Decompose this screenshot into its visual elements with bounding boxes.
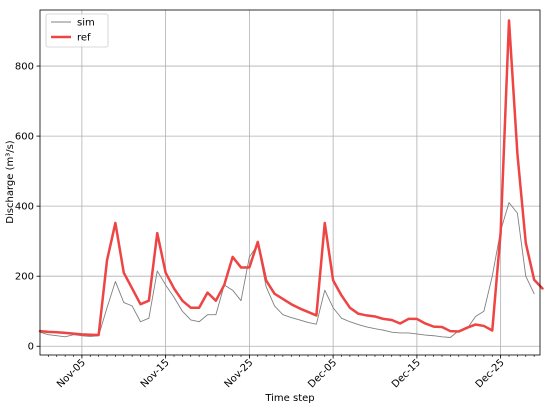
y-axis-label: Discharge (m³/s) bbox=[5, 140, 16, 223]
x-tick-label-2: Nov-25 bbox=[223, 357, 256, 390]
plot-frame bbox=[39, 9, 541, 356]
x-tick-label-3: Dec-05 bbox=[306, 357, 339, 390]
grid bbox=[40, 10, 540, 355]
x-tick-label-1: Nov-15 bbox=[139, 357, 172, 390]
y-tick-label-1: 200 bbox=[15, 272, 34, 283]
x-tick-label-4: Dec-15 bbox=[390, 357, 423, 390]
legend-label-ref: ref bbox=[77, 33, 91, 44]
series-line-sim bbox=[39, 202, 535, 338]
x-tick-label-5: Dec-25 bbox=[474, 357, 507, 390]
y-tick-label-4: 800 bbox=[15, 62, 34, 73]
x-tick-label-0: Nov-05 bbox=[55, 357, 88, 390]
series-line-ref bbox=[38, 19, 544, 337]
legend: sim ref bbox=[45, 13, 109, 48]
y-tick-label-0: 0 bbox=[28, 342, 34, 353]
x-axis-label: Time step bbox=[264, 393, 314, 404]
series-lines bbox=[38, 19, 544, 338]
y-tick-label-3: 600 bbox=[15, 132, 34, 143]
legend-label-sim: sim bbox=[77, 18, 95, 29]
plot-area bbox=[40, 10, 540, 355]
y-tick-label-2: 400 bbox=[15, 202, 34, 213]
